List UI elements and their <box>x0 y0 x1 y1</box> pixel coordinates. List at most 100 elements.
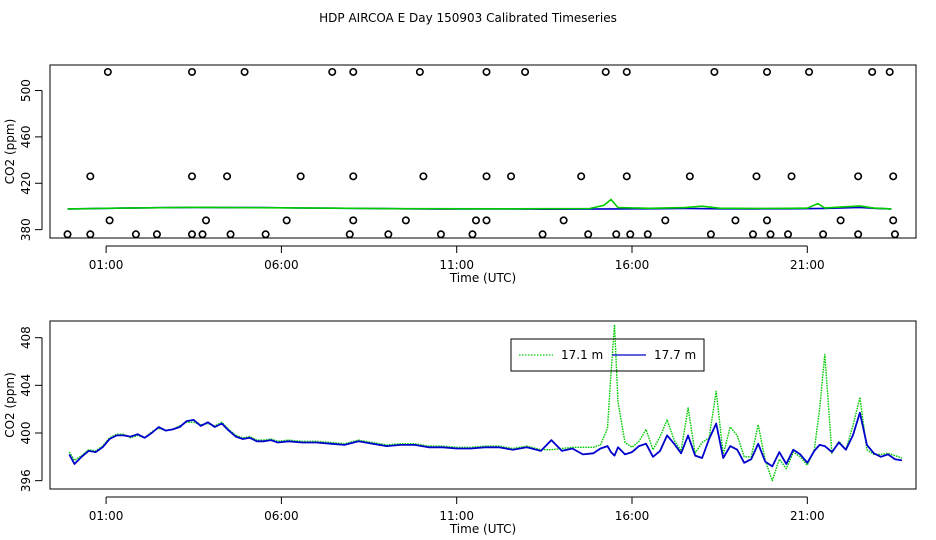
top-data-point <box>752 172 761 181</box>
top-x-tick-label: 06:00 <box>264 258 299 272</box>
top-data-point <box>86 230 95 239</box>
top-data-point <box>805 67 814 76</box>
top-data-point <box>601 67 610 76</box>
bottom-x-tick-label: 16:00 <box>615 509 650 523</box>
bottom-axes: 01:00 06:00 11:00 16:00 21:00 Time (UTC) 396 40… <box>3 326 825 536</box>
legend-label-series-1: 17.1 m <box>561 348 603 362</box>
top-data-point <box>762 67 771 76</box>
top-plot-marks <box>63 67 899 239</box>
top-data-point <box>223 172 232 181</box>
top-y-tick-label: 380 <box>19 218 33 241</box>
top-data-point <box>612 230 621 239</box>
top-data-point <box>731 216 740 225</box>
top-data-point <box>661 216 670 225</box>
top-data-point <box>436 230 445 239</box>
top-data-point <box>482 172 491 181</box>
bottom-series-line-2 <box>68 411 903 468</box>
top-data-point <box>890 230 899 239</box>
bottom-x-tick-label: 21:00 <box>790 509 825 523</box>
top-data-point <box>559 216 568 225</box>
top-y-tick-label: 500 <box>19 79 33 102</box>
top-data-point <box>622 67 631 76</box>
top-series-line-2 <box>67 198 892 210</box>
top-data-point <box>419 172 428 181</box>
bottom-y-tick-label: 408 <box>19 326 33 349</box>
top-x-tick-label: 21:00 <box>790 258 825 272</box>
top-data-point <box>819 230 828 239</box>
top-data-point <box>836 216 845 225</box>
legend-box <box>510 338 705 372</box>
top-data-point <box>854 230 863 239</box>
top-data-point <box>889 216 898 225</box>
top-data-point <box>63 230 72 239</box>
top-data-point <box>384 230 393 239</box>
bottom-y-tick-label: 404 <box>19 374 33 397</box>
bottom-y-tick-label: 396 <box>19 469 33 492</box>
top-data-point <box>889 172 898 181</box>
top-data-point <box>706 230 715 239</box>
top-panel: 01:00 06:00 11:00 16:00 21:00 Time (UTC) 380 42… <box>3 64 917 285</box>
top-data-point <box>521 67 530 76</box>
bottom-x-tick-label: 11:00 <box>439 509 474 523</box>
top-data-point <box>103 67 112 76</box>
top-data-point <box>349 172 358 181</box>
legend-label-series-2: 17.7 m <box>654 348 696 362</box>
legend: 17.1 m 17.7 m <box>510 338 705 372</box>
top-data-point <box>885 67 894 76</box>
figure-title: HDP AIRCOA E Day 150903 Calibrated Times… <box>319 11 617 25</box>
top-x-axis-label: Time (UTC) <box>449 271 516 285</box>
top-data-point <box>328 67 337 76</box>
top-data-point <box>482 216 491 225</box>
top-data-point <box>415 67 424 76</box>
top-data-point <box>401 216 410 225</box>
top-data-point <box>349 216 358 225</box>
top-data-point <box>296 172 305 181</box>
top-plot-frame <box>49 64 917 239</box>
bottom-plot-marks <box>68 323 903 482</box>
top-y-tick-label: 460 <box>19 125 33 148</box>
top-data-point <box>86 172 95 181</box>
top-data-point <box>538 230 547 239</box>
top-data-point <box>202 216 211 225</box>
top-data-point <box>482 67 491 76</box>
bottom-plot-frame <box>49 320 917 490</box>
bottom-panel: 01:00 06:00 11:00 16:00 21:00 Time (UTC) 396 40… <box>3 320 917 536</box>
top-data-point <box>577 172 586 181</box>
top-data-point <box>131 230 140 239</box>
top-data-point <box>622 172 631 181</box>
top-data-point <box>152 230 161 239</box>
top-data-point <box>187 230 196 239</box>
bottom-y-tick-label: 400 <box>19 422 33 445</box>
top-data-point <box>685 172 694 181</box>
top-data-point <box>471 216 480 225</box>
bottom-x-axis-label: Time (UTC) <box>449 522 516 536</box>
top-data-point <box>854 172 863 181</box>
top-data-point <box>349 67 358 76</box>
top-data-point <box>226 230 235 239</box>
top-x-tick-label: 01:00 <box>89 258 124 272</box>
top-x-tick-label: 16:00 <box>615 258 650 272</box>
top-data-point <box>626 230 635 239</box>
top-data-point <box>282 216 291 225</box>
top-data-point <box>748 230 757 239</box>
top-data-point <box>105 216 114 225</box>
top-data-point <box>507 172 516 181</box>
top-data-point <box>710 67 719 76</box>
top-data-point <box>198 230 207 239</box>
top-data-point <box>468 230 477 239</box>
top-data-point <box>784 230 793 239</box>
top-data-point <box>868 67 877 76</box>
bottom-x-tick-label: 06:00 <box>264 509 299 523</box>
top-data-point <box>240 67 249 76</box>
top-data-point <box>187 67 196 76</box>
top-data-point <box>345 230 354 239</box>
top-y-tick-label: 420 <box>19 172 33 195</box>
top-axes: 01:00 06:00 11:00 16:00 21:00 Time (UTC) 380 42… <box>3 79 825 285</box>
top-data-point <box>584 230 593 239</box>
top-data-point <box>187 172 196 181</box>
top-data-point <box>261 230 270 239</box>
bottom-y-axis-label: CO2 (ppm) <box>3 372 17 438</box>
top-data-point <box>762 216 771 225</box>
top-x-tick-label: 11:00 <box>439 258 474 272</box>
